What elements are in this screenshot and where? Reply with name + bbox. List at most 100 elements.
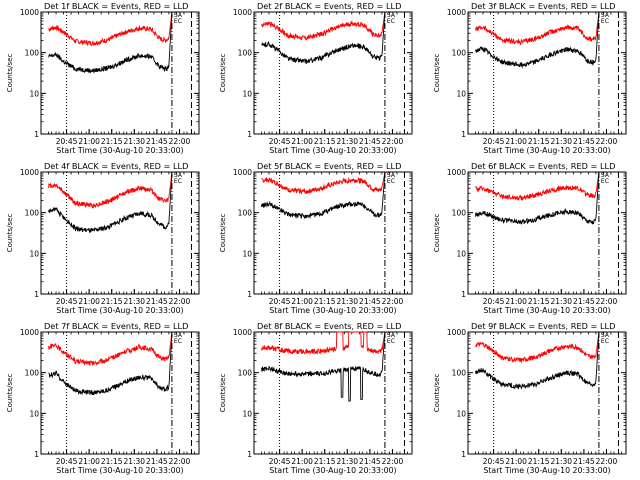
series-line-events (48, 11, 173, 74)
x-tick-label: 20:45 (56, 137, 78, 146)
plot-frame (253, 171, 413, 295)
panel-title: Det 5f BLACK = Events, RED = LLD (257, 161, 401, 171)
x-tick-label: 22:00 (596, 137, 618, 146)
panel-title: Det 2f BLACK = Events, RED = LLD (257, 1, 401, 11)
x-tick-label: 21:30 (550, 297, 572, 306)
panel-9: Det 9f BLACK = Events, RED = LLD 1 10 100 10… (433, 321, 627, 475)
y-tick-label: 1 (247, 450, 252, 459)
x-tick-label: 22:00 (382, 457, 404, 466)
x-tick-label: 21:00 (291, 457, 313, 466)
x-tick-label: 21:45 (146, 457, 168, 466)
y-axis-label: Counts/sec (433, 374, 441, 413)
x-tick-label: 22:00 (596, 297, 618, 306)
x-axis-label: Start Time (30-Aug-10 20:33:00) (269, 466, 396, 475)
y-tick-label: 10 (456, 409, 466, 418)
panel-1: Det 1f BLACK = Events, RED = LLD 1 10 100 10… (6, 1, 200, 155)
x-tick-label: 21:00 (505, 137, 527, 146)
x-axis-label: Start Time (30-Aug-10 20:33:00) (269, 306, 396, 315)
y-axis-label: Counts/sec (433, 214, 441, 253)
x-axis-label: Start Time (30-Aug-10 20:33:00) (56, 146, 183, 155)
panel-title: Det 8f BLACK = Events, RED = LLD (257, 321, 401, 331)
panel-7: Det 7f BLACK = Events, RED = LLD 1 10 100 10… (6, 321, 200, 475)
series-line-events (475, 171, 600, 225)
marker-ec: EC (174, 178, 182, 185)
x-tick-label: 21:30 (550, 137, 572, 146)
x-tick-label: 21:15 (101, 297, 123, 306)
marker-ec: EC (387, 338, 395, 345)
y-tick-label: 10 (29, 89, 39, 98)
y-axis-label: Counts/sec (6, 374, 14, 413)
series-line-events (475, 331, 600, 390)
x-tick-label: 21:30 (123, 457, 145, 466)
x-axis-label: Start Time (30-Aug-10 20:33:00) (56, 466, 183, 475)
y-tick-label: 100 (452, 49, 467, 58)
series-line-events (48, 331, 173, 396)
x-tick-label: 22:00 (169, 297, 191, 306)
y-tick-label: 1000 (20, 328, 39, 337)
x-tick-label: 21:15 (314, 457, 336, 466)
plot-frame (467, 331, 627, 455)
x-tick-label: 20:45 (56, 457, 78, 466)
marker-sa: SA (174, 332, 183, 339)
x-tick-label: 21:00 (291, 297, 313, 306)
panel-5: Det 5f BLACK = Events, RED = LLD 1 10 100 10… (219, 161, 413, 315)
y-tick-label: 1000 (447, 8, 466, 17)
series-line-lld (261, 331, 386, 356)
x-axis-label: Start Time (30-Aug-10 20:33:00) (483, 466, 610, 475)
series-line-events (261, 331, 386, 402)
marker-sa: SA (601, 332, 610, 339)
y-tick-label: 1 (34, 130, 39, 139)
series-line-lld (475, 171, 600, 202)
y-tick-label: 100 (25, 49, 40, 58)
y-tick-label: 10 (456, 249, 466, 258)
y-tick-label: 100 (452, 209, 467, 218)
y-axis-label: Counts/sec (219, 214, 227, 253)
x-tick-label: 21:00 (291, 137, 313, 146)
x-axis-label: Start Time (30-Aug-10 20:33:00) (483, 146, 610, 155)
x-tick-label: 22:00 (596, 457, 618, 466)
marker-sa: SA (601, 12, 610, 19)
y-axis-label: Counts/sec (219, 374, 227, 413)
y-tick-label: 1000 (447, 168, 466, 177)
y-tick-label: 10 (242, 249, 252, 258)
series-line-events (261, 171, 386, 220)
x-tick-label: 21:15 (101, 457, 123, 466)
x-tick-label: 21:30 (123, 137, 145, 146)
x-tick-label: 21:45 (359, 457, 381, 466)
series-line-lld (48, 331, 173, 367)
x-tick-label: 21:45 (359, 297, 381, 306)
marker-sa: SA (387, 12, 396, 19)
panel-title: Det 1f BLACK = Events, RED = LLD (44, 1, 188, 11)
series-line-events (48, 171, 173, 233)
series-line-lld (261, 171, 386, 195)
x-tick-label: 22:00 (382, 137, 404, 146)
y-tick-label: 1 (461, 290, 466, 299)
y-tick-label: 10 (29, 249, 39, 258)
marker-sa: SA (387, 172, 396, 179)
plot-frame (467, 11, 627, 135)
y-tick-label: 100 (25, 209, 40, 218)
x-tick-label: 20:45 (269, 457, 291, 466)
x-tick-label: 21:45 (573, 297, 595, 306)
x-tick-label: 21:15 (528, 297, 550, 306)
series-line-events (261, 11, 386, 64)
x-tick-label: 21:15 (314, 137, 336, 146)
y-tick-label: 100 (238, 369, 253, 378)
plot-frame (253, 331, 413, 455)
x-axis-label: Start Time (30-Aug-10 20:33:00) (483, 306, 610, 315)
x-tick-label: 20:45 (56, 297, 78, 306)
y-tick-label: 100 (25, 369, 40, 378)
panel-title: Det 3f BLACK = Events, RED = LLD (471, 1, 615, 11)
panel-title: Det 6f BLACK = Events, RED = LLD (471, 161, 615, 171)
x-tick-label: 20:45 (269, 137, 291, 146)
panel-6: Det 6f BLACK = Events, RED = LLD 1 10 100 10… (433, 161, 627, 315)
x-tick-label: 21:30 (336, 137, 358, 146)
y-tick-label: 10 (242, 89, 252, 98)
plot-frame (40, 11, 200, 135)
x-tick-label: 21:30 (123, 297, 145, 306)
x-tick-label: 22:00 (382, 297, 404, 306)
x-tick-label: 21:15 (101, 137, 123, 146)
x-tick-label: 21:00 (78, 137, 100, 146)
y-tick-label: 1 (34, 290, 39, 299)
